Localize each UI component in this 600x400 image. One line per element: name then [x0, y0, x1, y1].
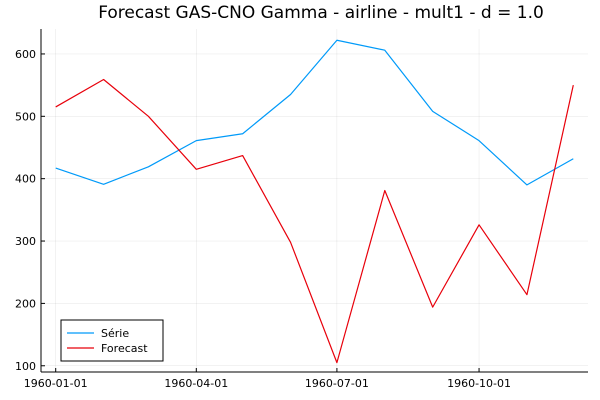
y-tick-label: 600 — [15, 48, 36, 61]
x-tick-label: 1960-01-01 — [24, 377, 88, 390]
legend-box — [60, 319, 164, 362]
series-line-s-rie — [55, 39, 574, 186]
legend: Série Forecast — [60, 319, 164, 362]
y-tick-label: 200 — [15, 297, 36, 310]
legend-label: Série — [101, 327, 129, 340]
y-tick-label: 400 — [15, 173, 36, 186]
series-lines — [55, 39, 574, 364]
grid — [41, 29, 588, 372]
x-tick-label: 1960-10-01 — [447, 377, 511, 390]
series-line-forecast — [55, 78, 574, 364]
axes: 100 200 300 400 500 600 1960-01-01 1960-04-01 19… — [15, 29, 588, 390]
chart-title: Forecast GAS-CNO Gamma - airline - mult1… — [98, 3, 544, 23]
y-tick-label: 100 — [15, 360, 36, 373]
legend-label: Forecast — [101, 342, 148, 355]
y-tick-label: 500 — [15, 110, 36, 123]
y-tick-label: 300 — [15, 235, 36, 248]
x-tick-label: 1960-04-01 — [164, 377, 228, 390]
x-tick-label: 1960-07-01 — [305, 377, 369, 390]
